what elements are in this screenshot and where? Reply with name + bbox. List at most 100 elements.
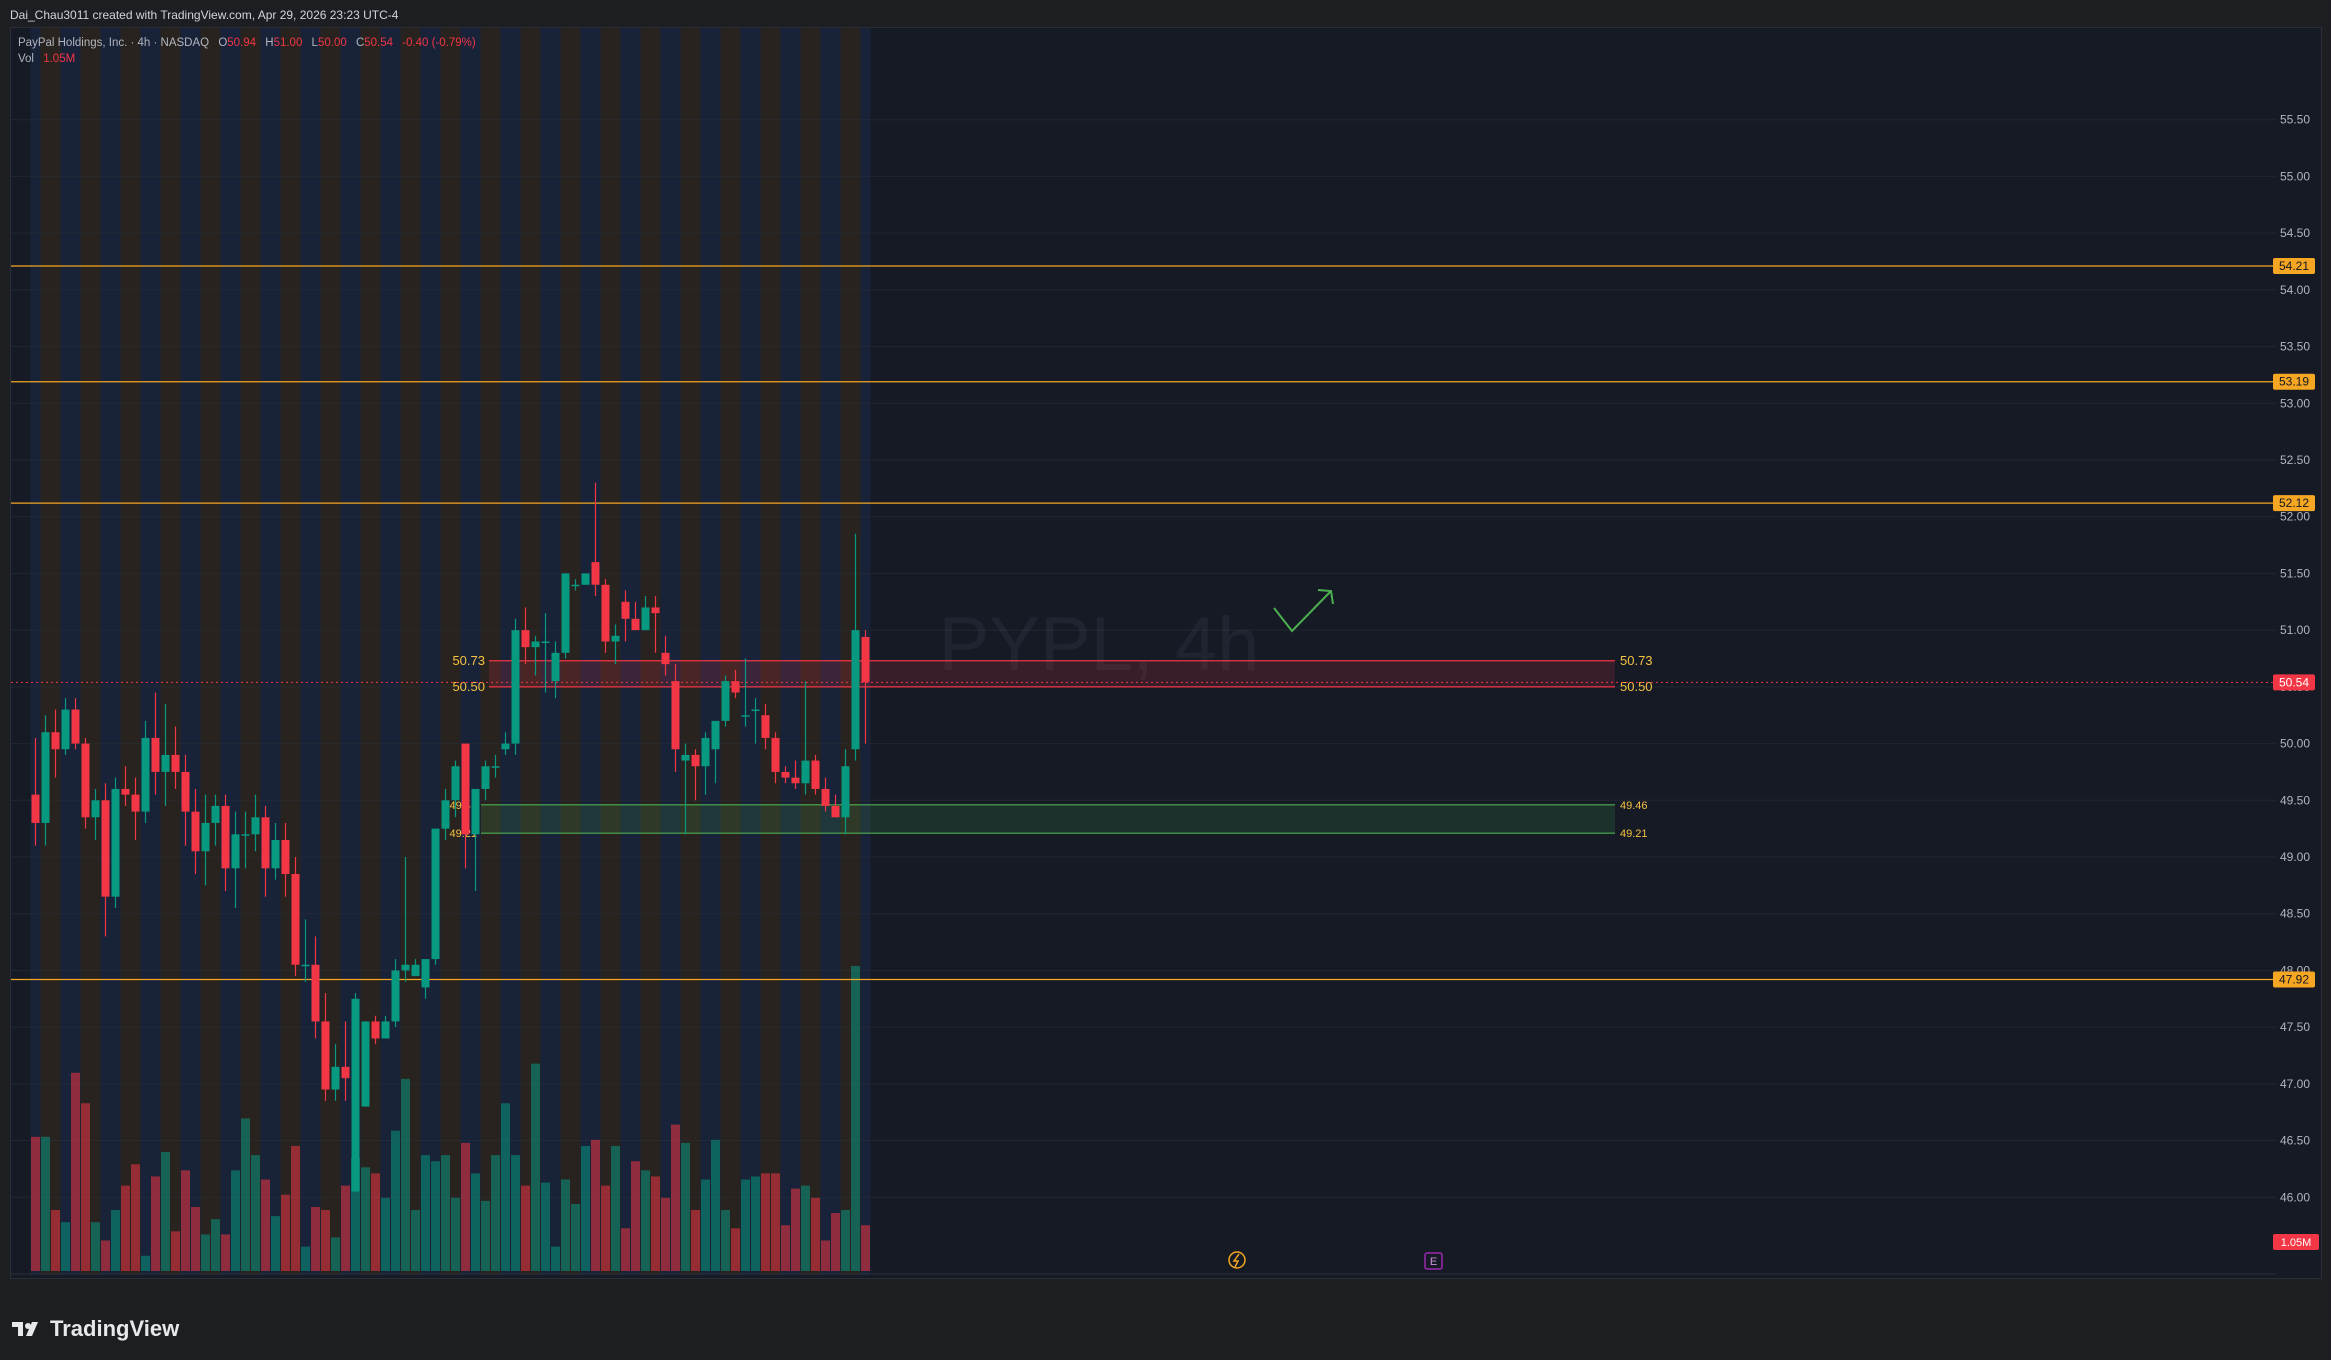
candle[interactable] [531, 635, 540, 676]
candle[interactable] [331, 1044, 340, 1101]
candle[interactable] [711, 720, 720, 784]
zone-support[interactable] [481, 804, 1615, 834]
candle[interactable] [831, 794, 840, 818]
candle[interactable] [151, 692, 160, 795]
candle[interactable] [621, 590, 630, 642]
candle[interactable] [611, 624, 620, 665]
candle[interactable] [201, 794, 210, 886]
candle[interactable] [441, 788, 450, 840]
candle[interactable] [691, 749, 700, 801]
candle[interactable] [191, 788, 200, 875]
candle[interactable] [811, 754, 820, 795]
candle[interactable] [391, 959, 400, 1028]
horizontal-levels[interactable] [11, 265, 2276, 981]
candle[interactable] [291, 856, 300, 977]
candle[interactable] [551, 641, 560, 699]
candle[interactable] [561, 573, 570, 659]
candle[interactable] [731, 669, 740, 699]
candle[interactable] [451, 760, 460, 818]
zone-resistance[interactable] [489, 660, 1615, 687]
candles[interactable] [31, 482, 870, 1192]
candle[interactable] [251, 794, 260, 852]
candle[interactable] [61, 698, 70, 755]
candle[interactable] [221, 794, 230, 892]
candle[interactable] [51, 709, 60, 778]
candle[interactable] [581, 573, 590, 585]
candle[interactable] [341, 1021, 350, 1101]
earnings-marker[interactable] [1424, 1252, 1443, 1270]
chart-frame[interactable]: PYPL, 4h 50.7350.7350.5050.5049.4649.464… [10, 27, 2322, 1279]
candle[interactable] [71, 698, 80, 750]
candle[interactable] [91, 788, 100, 840]
level-badge[interactable] [2273, 373, 2315, 390]
candle[interactable] [211, 794, 220, 846]
candle[interactable] [361, 1021, 370, 1107]
candle[interactable] [671, 664, 680, 772]
dividend-flash-icon[interactable] [1228, 1251, 1246, 1269]
candle[interactable] [601, 579, 610, 653]
candle[interactable] [661, 635, 670, 676]
candle[interactable] [411, 959, 420, 977]
candle[interactable] [471, 788, 480, 892]
candle[interactable] [771, 732, 780, 784]
candle[interactable] [31, 737, 40, 846]
price-chart[interactable]: PYPL, 4h 50.7350.7350.5050.5049.4649.464… [11, 28, 2321, 1278]
candle[interactable] [721, 675, 730, 727]
candle[interactable] [641, 596, 650, 631]
candle[interactable] [461, 743, 470, 869]
candle[interactable] [651, 596, 660, 653]
candle[interactable] [521, 607, 530, 665]
time-axis[interactable]: Apr26789101314151617202122232427282930Ma… [11, 1273, 2276, 1278]
candle[interactable] [851, 533, 860, 761]
level-badge[interactable] [2273, 971, 2315, 988]
candle[interactable] [111, 777, 120, 909]
projection-arrow[interactable] [1273, 590, 1332, 633]
candle[interactable] [431, 828, 440, 965]
candle[interactable] [751, 698, 760, 744]
candle[interactable] [491, 754, 500, 778]
current-price-badge[interactable] [2273, 674, 2315, 691]
event-markers[interactable]: E [1228, 1251, 1443, 1270]
candle[interactable] [281, 822, 290, 897]
candle[interactable] [761, 703, 770, 750]
candle[interactable] [321, 993, 330, 1101]
candle[interactable] [481, 760, 490, 801]
candle[interactable] [171, 726, 180, 789]
candle[interactable] [701, 732, 710, 795]
candle[interactable] [511, 618, 520, 755]
candle[interactable] [161, 703, 170, 806]
drawings[interactable] [1273, 589, 1334, 633]
candle[interactable] [311, 936, 320, 1039]
candle[interactable] [241, 811, 250, 869]
candle[interactable] [741, 658, 750, 727]
candle[interactable] [351, 993, 360, 1192]
candle[interactable] [81, 737, 90, 829]
candle[interactable] [821, 777, 830, 812]
candle[interactable] [591, 482, 600, 597]
candle[interactable] [801, 681, 810, 795]
candle[interactable] [781, 766, 790, 784]
candle[interactable] [501, 732, 510, 755]
candle[interactable] [791, 760, 800, 789]
candle[interactable] [101, 783, 110, 937]
candle[interactable] [41, 715, 50, 846]
candle[interactable] [261, 805, 270, 897]
candle[interactable] [631, 601, 640, 631]
price-axis[interactable]: 46.0046.5047.0047.5048.0048.5049.0049.50… [2273, 28, 2321, 1278]
candle[interactable] [541, 613, 550, 693]
candle[interactable] [841, 749, 850, 835]
candle[interactable] [421, 959, 430, 999]
level-badge[interactable] [2273, 258, 2315, 275]
candle[interactable] [301, 919, 310, 982]
candle[interactable] [271, 822, 280, 880]
tradingview-logo[interactable]: TradingView [12, 1316, 179, 1342]
candle[interactable] [681, 743, 690, 835]
candle[interactable] [401, 856, 410, 982]
candle[interactable] [131, 777, 140, 840]
candle[interactable] [861, 630, 870, 744]
candle[interactable] [371, 1015, 380, 1045]
candle[interactable] [381, 1015, 390, 1039]
candle[interactable] [141, 720, 150, 823]
level-badge[interactable] [2273, 495, 2315, 512]
current-volume-badge[interactable] [2273, 1234, 2319, 1250]
